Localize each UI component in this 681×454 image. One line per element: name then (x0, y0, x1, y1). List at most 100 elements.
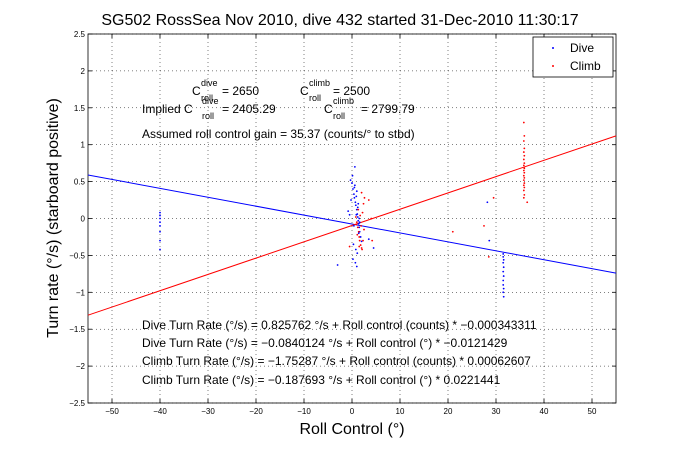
y-axis: −2.5 −2 −1.5 −1 −0.5 0 0.5 1 1.5 2 2.5 (69, 30, 616, 408)
climb-point (359, 244, 362, 246)
climb-point (483, 224, 485, 227)
dive-point (502, 253, 505, 255)
dive-point (336, 264, 339, 266)
climb-equation-counts: Climb Turn Rate (°/s) = −1.75287 °/s + R… (142, 354, 531, 368)
dive-point (159, 211, 161, 214)
dive-point (358, 217, 361, 220)
dive-point (159, 217, 161, 220)
y-tick-label: −1 (76, 288, 86, 297)
implied-dive-sub: roll (202, 111, 214, 121)
climb-point (523, 171, 526, 174)
dive-point (360, 240, 363, 243)
x-tick-label: 50 (588, 407, 597, 416)
data-points (159, 121, 529, 298)
dive-point (353, 193, 355, 196)
dive-point (502, 261, 505, 264)
annotation-c-climb: C climb roll = 2500 (300, 78, 370, 103)
climb-point (522, 174, 525, 177)
climb-point (523, 154, 526, 157)
climb-point (523, 177, 526, 179)
legend-climb-marker (552, 65, 554, 67)
dive-point (502, 255, 505, 258)
dive-point (353, 196, 356, 199)
climb-point (523, 147, 526, 150)
climb-point (354, 216, 357, 218)
climb-point (523, 186, 526, 189)
x-tick-label: 10 (396, 407, 405, 416)
climb-point (523, 134, 526, 137)
dive-point (351, 182, 353, 184)
annotation-implied: Implied C dive roll = 2405.29 C climb ro… (142, 96, 415, 121)
c-climb-symbol: C (300, 84, 309, 98)
climb-point (361, 248, 363, 251)
legend: Dive Climb (532, 36, 614, 78)
implied-dive-value: = 2405.29 (222, 102, 276, 116)
climb-point (358, 236, 361, 238)
climb-point (348, 245, 351, 248)
roll-gain-annotation: Assumed roll control gain = 35.37 (count… (142, 127, 415, 141)
dive-point (357, 219, 360, 222)
dive-point (354, 204, 357, 207)
dive-point (359, 236, 362, 238)
dive-point (502, 295, 505, 298)
legend-climb-label: Climb (570, 59, 601, 73)
climb-point (360, 224, 363, 227)
x-tick-label: −50 (105, 407, 119, 416)
x-tick-label: 20 (444, 407, 453, 416)
c-climb-value: = 2500 (333, 84, 370, 98)
implied-climb-sup: climb (333, 96, 354, 106)
c-climb-sub: roll (309, 93, 321, 103)
climb-point (492, 196, 495, 199)
dive-point (353, 186, 356, 189)
climb-point (358, 245, 361, 248)
chart-title: SG502 RossSea Nov 2010, dive 432 started… (101, 12, 578, 29)
annotation-c-dive: C dive roll = 2650 (192, 78, 259, 103)
dive-point (356, 206, 359, 209)
climb-point (363, 196, 366, 199)
climb-point (362, 202, 365, 205)
dive-point (357, 232, 360, 235)
climb-point (526, 201, 529, 204)
climb-point (523, 182, 526, 184)
climb-point (522, 164, 525, 167)
dive-point (348, 213, 351, 216)
dive-point (159, 224, 161, 227)
dive-point (159, 239, 161, 242)
climb-point (522, 184, 525, 187)
dive-point (347, 210, 350, 213)
y-tick-label: −1.5 (69, 325, 85, 334)
y-tick-label: −0.5 (69, 251, 85, 260)
x-tick-label: 30 (492, 407, 501, 416)
climb-point (363, 228, 365, 231)
dive-point (502, 266, 505, 269)
climb-point (522, 189, 525, 192)
dive-point (502, 287, 505, 290)
dive-point (353, 165, 356, 168)
climb-point (523, 167, 526, 170)
dive-point (357, 222, 360, 225)
legend-box (532, 36, 614, 78)
climb-point (362, 239, 364, 242)
dive-fit-line (87, 174, 617, 274)
y-tick-label: 1 (81, 141, 86, 150)
c-dive-sub: roll (201, 93, 213, 103)
dive-point (502, 279, 505, 282)
implied-c-dive-symbol: Implied C (142, 102, 193, 116)
x-tick-label: −10 (297, 407, 311, 416)
dive-point (372, 247, 375, 249)
y-tick-label: 2 (81, 67, 86, 76)
dive-point (355, 265, 358, 268)
dive-point (355, 213, 358, 216)
implied-dive-sup: dive (202, 96, 219, 106)
fit-lines (87, 135, 617, 316)
c-dive-sup: dive (201, 78, 218, 88)
dive-equation-degrees: Dive Turn Rate (°/s) = −0.0840124 °/s + … (142, 336, 508, 350)
dive-point (354, 248, 357, 251)
climb-point (487, 255, 490, 258)
climb-point (523, 162, 526, 165)
climb-point (451, 230, 454, 233)
y-tick-label: 0 (81, 215, 86, 224)
climb-equation-degrees: Climb Turn Rate (°/s) = −0.187693 °/s + … (142, 373, 501, 387)
dive-point (353, 184, 356, 187)
climb-point (355, 223, 358, 226)
